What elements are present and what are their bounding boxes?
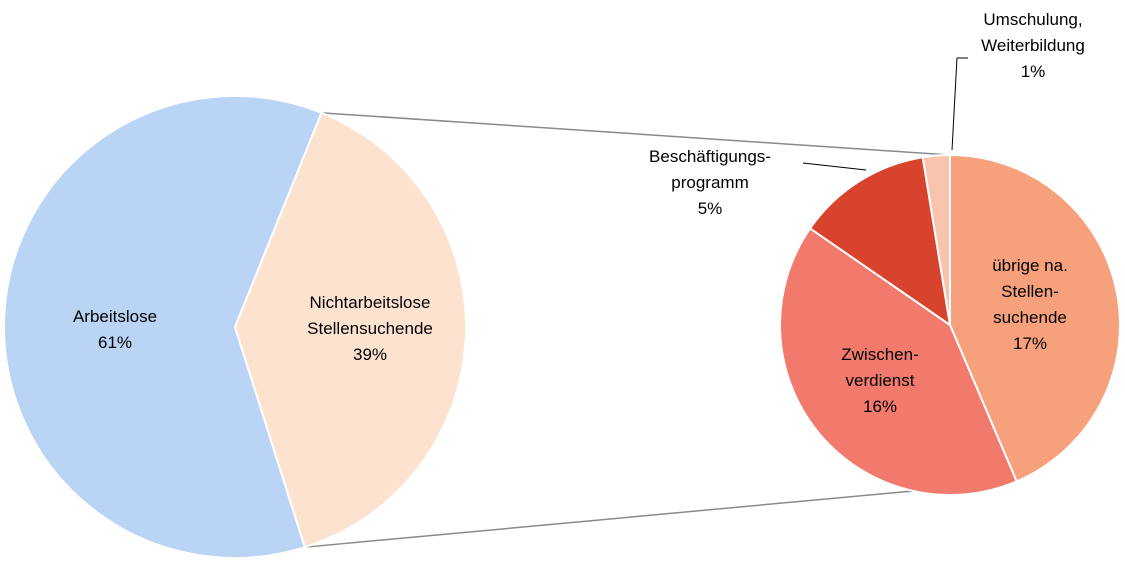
pie-slice <box>3 95 323 559</box>
slice-label: Umschulung, Weiterbildung <box>981 10 1085 55</box>
pie-slice <box>779 227 1018 496</box>
pie-slice <box>921 153 951 326</box>
pie-slice <box>233 111 467 549</box>
pie-slice <box>808 156 952 328</box>
leader-line <box>802 162 867 171</box>
slice-label: Arbeitslose <box>73 307 157 326</box>
value-label: 39% <box>353 345 387 364</box>
value-label: 61% <box>98 333 132 352</box>
value-label: 5% <box>698 199 723 218</box>
slice-label: Nichtarbeitslose Stellensuchende <box>307 293 433 338</box>
connector-line <box>304 480 1017 548</box>
connector-line <box>321 112 951 156</box>
value-label: 16% <box>863 397 897 416</box>
slice-label: übrige na. Stellen-suchende <box>992 256 1068 327</box>
value-label: 17% <box>1013 334 1047 353</box>
leader-line <box>951 57 958 151</box>
pie-slice <box>949 153 1121 483</box>
slice-label: Zwischen-verdienst <box>841 345 918 390</box>
value-label: 1% <box>1021 62 1046 81</box>
slice-label: Beschäftigungs-programm <box>649 147 771 192</box>
